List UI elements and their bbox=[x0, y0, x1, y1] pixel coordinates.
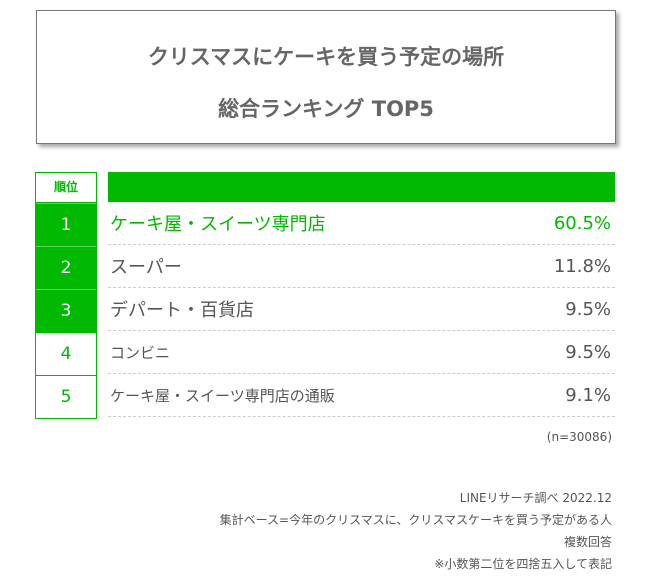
answer-type: 複数回答 bbox=[563, 535, 612, 549]
table-row: スーパー 11.8% bbox=[108, 245, 615, 288]
table-row: ケーキ屋・スイーツ専門店の通販 9.1% bbox=[108, 374, 615, 417]
rank-cell: 5 bbox=[36, 375, 96, 418]
item-value: 60.5% bbox=[553, 212, 611, 234]
rank-cell: 3 bbox=[36, 289, 96, 332]
source: LINEリサーチ調べ 2022.12 bbox=[459, 491, 612, 505]
rank-cell: 4 bbox=[36, 332, 96, 375]
ranking-rows: ケーキ屋・スイーツ専門店 60.5% スーパー 11.8% デパート・百貨店 9.5%… bbox=[108, 202, 615, 417]
table-row: ケーキ屋・スイーツ専門店 60.5% bbox=[108, 202, 615, 245]
item-name: コンビニ bbox=[110, 343, 171, 362]
rank-cell: 2 bbox=[36, 246, 96, 289]
item-name: スーパー bbox=[110, 257, 182, 278]
rounding-note: ※小数第二位を四捨五入して表記 bbox=[434, 557, 612, 571]
rank-column: 順位 1 2 3 4 5 bbox=[35, 172, 97, 419]
header-bar bbox=[108, 172, 615, 202]
item-name: ケーキ屋・スイーツ専門店の通販 bbox=[110, 386, 335, 405]
item-value: 9.5% bbox=[565, 298, 611, 320]
title-box: クリスマスにケーキを買う予定の場所 総合ランキング TOP5 bbox=[36, 10, 616, 144]
item-value: 9.5% bbox=[565, 341, 611, 363]
item-value: 9.1% bbox=[565, 384, 611, 406]
rank-header: 順位 bbox=[36, 173, 96, 203]
base-note: 集計ベース=今年のクリスマスに、クリスマスケーキを買う予定がある人 bbox=[219, 513, 612, 527]
table-row: デパート・百貨店 9.5% bbox=[108, 288, 615, 331]
item-value: 11.8% bbox=[553, 255, 611, 277]
title-line1: クリスマスにケーキを買う予定の場所 bbox=[147, 45, 505, 69]
sample-size: (n=30086) bbox=[546, 430, 612, 444]
table-row: コンビニ 9.5% bbox=[108, 331, 615, 374]
title-line2: 総合ランキング TOP5 bbox=[218, 97, 434, 121]
item-name: ケーキ屋・スイーツ専門店 bbox=[110, 214, 326, 235]
item-name: デパート・百貨店 bbox=[110, 300, 254, 321]
rank-cell: 1 bbox=[36, 203, 96, 246]
footer-notes: LINEリサーチ調べ 2022.12 集計ベース=今年のクリスマスに、クリスマス… bbox=[220, 487, 612, 575]
